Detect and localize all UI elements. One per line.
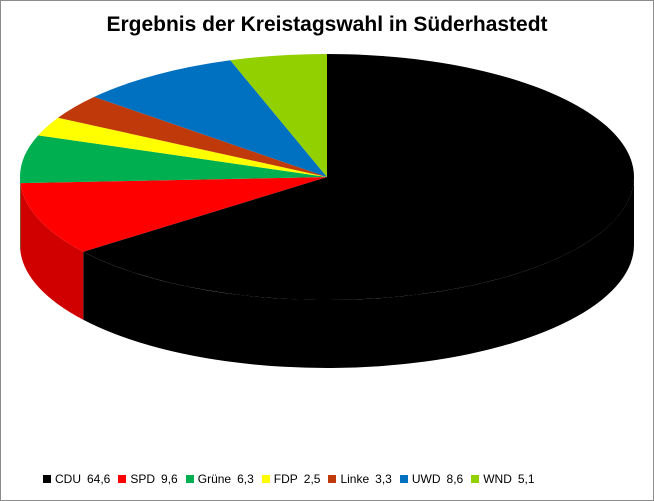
legend-label: SPD (130, 472, 156, 486)
legend-swatch (261, 475, 270, 483)
pie-side-spd (20, 183, 84, 320)
legend-swatch (328, 475, 337, 483)
legend-label: FDP (273, 472, 298, 486)
pie-slice-spd (20, 177, 327, 252)
pie-slice-wnd (230, 54, 327, 177)
legend-label: Linke (340, 472, 370, 486)
legend-value: 6,3 (237, 472, 254, 486)
pie-slice-uwd (94, 60, 327, 178)
legend: CDU 64,6 SPD 9,6 Grüne 6,3 FDP 2,5 Linke 3,3 UWD 8,… (43, 472, 543, 486)
legend-swatch (185, 475, 194, 483)
legend-swatch (399, 475, 408, 483)
pie-side-cdu (83, 177, 635, 368)
legend-label: CDU (55, 472, 81, 486)
legend-label: UWD (411, 472, 441, 486)
legend-value: 5,1 (517, 472, 535, 486)
legend-value: 64,6 (87, 472, 111, 486)
legend-value: 3,3 (375, 472, 392, 486)
legend-value: 9,6 (161, 472, 178, 486)
legend-label: WND (483, 472, 512, 486)
pie-slices (20, 54, 634, 300)
legend-item-cdu: CDU 64,6 (43, 472, 110, 486)
legend-item-wnd: WND 5,1 (471, 472, 535, 486)
pie-side-walls (20, 177, 635, 368)
legend-swatch (43, 475, 51, 483)
legend-swatch (118, 475, 127, 483)
legend-item-uwd: UWD 8,6 (399, 472, 464, 486)
legend-item-grüne: Grüne 6,3 (185, 472, 254, 486)
pie-slice-linke (57, 96, 328, 177)
legend-item-spd: SPD 9,6 (118, 472, 178, 486)
pie-slice-grüne (20, 135, 328, 184)
chart-title: Ergebnis der Kreistagswahl in Süderhaste… (106, 13, 548, 36)
pie-slice-cdu (83, 54, 634, 300)
legend-item-linke: Linke 3,3 (328, 472, 392, 486)
pie-slice-fdp (38, 117, 328, 177)
legend-swatch (471, 475, 480, 483)
legend-item-fdp: FDP 2,5 (261, 472, 321, 486)
legend-value: 8,6 (446, 472, 464, 486)
legend-label: Grüne (197, 472, 232, 486)
legend-value: 2,5 (303, 472, 321, 486)
